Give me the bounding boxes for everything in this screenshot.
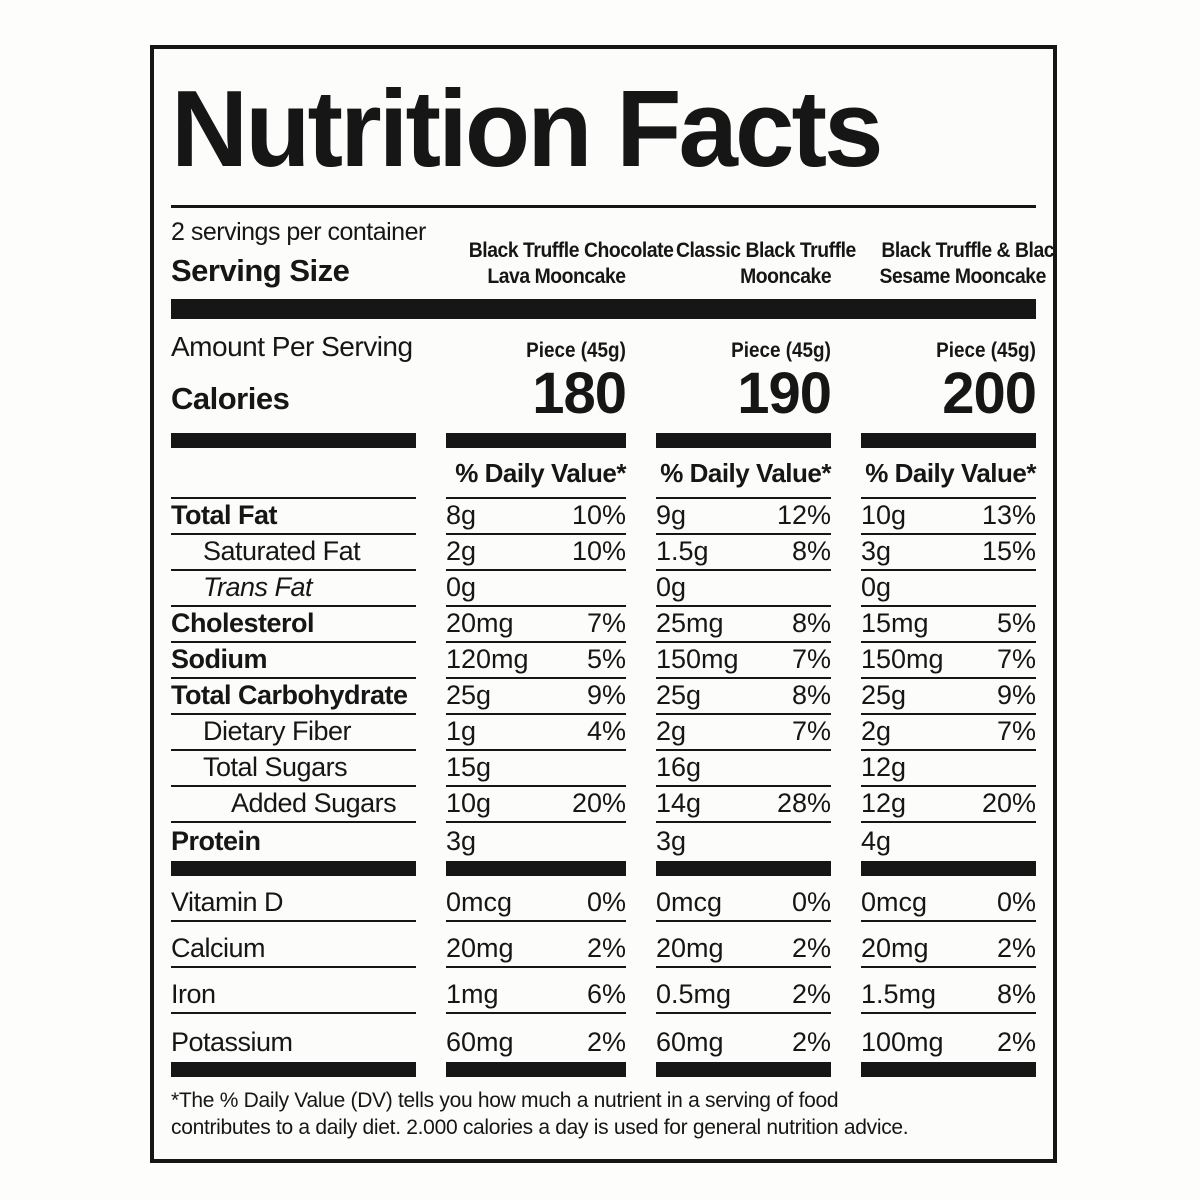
nutrient-row-saturated-fat: Saturated Fat 2g 10% 1.5g 8% 3g 15% — [171, 535, 1036, 571]
serving-size-3: Piece (45g) — [936, 338, 1036, 362]
product-1-line2: Lava Mooncake — [487, 263, 627, 288]
nutrient-row-sodium: Sodium 120mg 5% 150mg 7% 150mg 7% — [171, 643, 1036, 679]
serving-info: 2 servings per container Serving Size — [171, 217, 426, 289]
serving-size-2: Piece (45g) — [731, 338, 831, 362]
serving-size-1: Piece (45g) — [526, 338, 626, 362]
amount-per-serving-label: Amount Per Serving — [171, 330, 413, 362]
serving-header: 2 servings per container Serving Size Bl… — [171, 214, 1053, 295]
daily-value-header-row: % Daily Value* % Daily Value* % Daily Va… — [171, 448, 1037, 499]
product-name-1: Black Truffle Chocolate Lava Mooncake — [446, 237, 674, 289]
product-name-2: Classic Black Truffle Mooncake — [656, 237, 856, 289]
footnote-line-2: contributes to a daily diet. 2.000 calor… — [171, 1115, 909, 1139]
nutrient-row-iron: Iron 1mg 6% 0.5mg 2% 1.5mg 8% — [171, 968, 1036, 1014]
calories-value-1: 180 — [532, 360, 627, 426]
servings-per-container: 2 servings per container — [171, 217, 426, 246]
calories-value-3: 200 — [942, 360, 1037, 426]
daily-value-footnote: *The % Daily Value (DV) tells you how mu… — [171, 1087, 1036, 1141]
amount-per-serving-row: Amount Per Serving Piece (45g) Piece (45… — [171, 319, 1036, 363]
label-title: Nutrition Facts — [171, 68, 884, 190]
nutrient-row-trans-fat: Trans Fat 0g 0g 0g — [171, 571, 1036, 607]
title-divider — [171, 204, 1036, 208]
product-2-line2: Mooncake — [739, 263, 831, 288]
nutrient-row-calcium: Calcium 20mg 2% 20mg 2% 20mg 2% — [171, 922, 1036, 968]
nutrient-row-dietary-fiber: Dietary Fiber 1g 4% 2g 7% 2g 7% — [171, 715, 1036, 751]
product-1-line1: Black Truffle Chocolate — [468, 237, 674, 262]
protein-separator — [171, 860, 1036, 876]
nutrient-row-potassium: Potassium 60mg 2% 60mg 2% 100mg 2% — [171, 1026, 1036, 1057]
product-name-3: Black Truffle & Black Sesame Mooncake — [861, 237, 1053, 289]
nutrient-row-protein: Protein 3g 3g 4g — [171, 825, 892, 856]
daily-value-header-3: % Daily Value* — [861, 448, 1037, 499]
daily-value-header-1: % Daily Value* — [446, 448, 627, 499]
product-3-line2: Sesame Mooncake — [879, 263, 1046, 288]
nutrient-row-total-sugars: Total Sugars 15g 16g 12g — [171, 751, 1036, 787]
calories-label: Calories — [171, 380, 290, 416]
nutrient-row-total-carbohydrate: Total Carbohydrate 25g 9% 25g 8% 25g 9% — [171, 679, 1036, 715]
footnote-line-1: *The % Daily Value (DV) tells you how mu… — [171, 1088, 839, 1112]
calories-value-2: 190 — [737, 360, 832, 426]
section-bar-top — [171, 298, 1036, 319]
nutrient-row-vitamin-d: Vitamin D 0mcg 0% 0mcg 0% 0mcg 0% — [171, 876, 1036, 922]
nutrition-facts-label: Nutrition Facts 2 servings per container… — [150, 45, 1057, 1163]
serving-size-label: Serving Size — [171, 252, 350, 288]
product-2-line1: Classic Black Truffle — [675, 237, 856, 262]
nutrient-row-cholesterol: Cholesterol 20mg 7% 25mg 8% 15mg 5% — [171, 607, 1036, 643]
nutrient-row-added-sugars: Added Sugars 10g 20% 14g 28% 12g 20% — [171, 787, 1036, 823]
nutrient-row-total-fat: Total Fat 8g 10% 9g 12% 10g 13% — [171, 499, 1036, 535]
product-3-line1: Black Truffle & Black — [881, 237, 1057, 262]
calories-separator — [171, 432, 1036, 448]
daily-value-header-2: % Daily Value* — [656, 448, 832, 499]
calories-row: Calories 180 190 200 — [171, 360, 1037, 433]
bottom-separator — [171, 1061, 1036, 1077]
